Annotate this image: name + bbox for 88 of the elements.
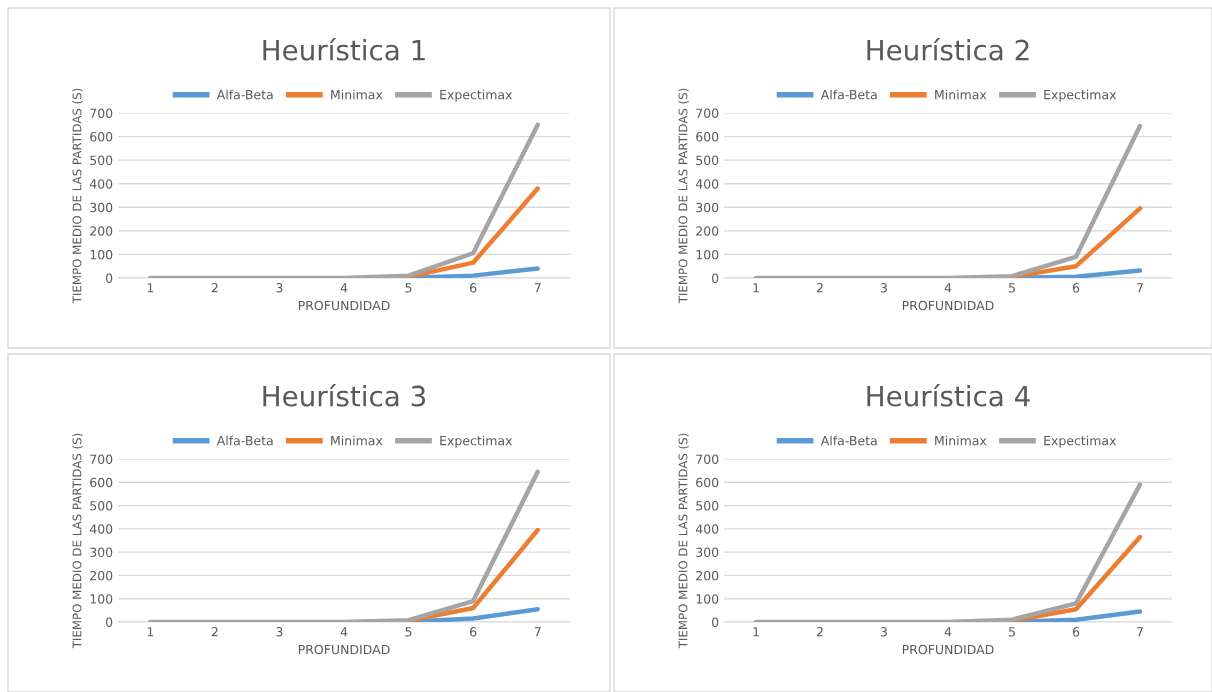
chart-title: Heurística 4: [867, 384, 1030, 407]
y-tick-label: 700: [696, 108, 719, 118]
x-axis-title: PROFUNDIDAD: [902, 300, 994, 311]
y-tick-label: 200: [696, 226, 719, 236]
x-tick-label: 5: [1008, 627, 1015, 637]
y-tick-label: 400: [89, 179, 113, 189]
y-tick-label: 400: [695, 179, 719, 189]
x-axis-title: PROFUNDIDAD: [298, 300, 390, 311]
x-tick-label: 4: [944, 283, 952, 293]
y-axis-title: TIEMPO MEDIO DE LAS PARTIDAS (S): [72, 88, 83, 304]
x-tick-label: 7: [1137, 627, 1143, 637]
legend-label: Alfa-Beta: [820, 89, 877, 100]
x-axis-title: PROFUNDIDAD: [298, 644, 390, 655]
y-tick-label: 0: [106, 273, 113, 283]
y-tick-label: 500: [90, 155, 113, 166]
x-tick-label: 3: [880, 283, 887, 293]
x-tick-label: 2: [816, 283, 823, 293]
y-tick-label: 600: [90, 132, 113, 142]
x-tick-label: 1: [147, 283, 154, 293]
x-tick-label: 2: [211, 627, 218, 637]
x-tick-label: 3: [276, 627, 283, 637]
x-tick-label: 7: [534, 627, 541, 637]
legend-label: Alfa-Beta: [820, 435, 877, 446]
y-tick-label: 100: [90, 594, 113, 604]
y-tick-label: 0: [106, 617, 113, 627]
line-series: [753, 123, 1143, 278]
x-tick-label: 2: [816, 627, 823, 637]
y-tick-label: 100: [90, 249, 113, 260]
legend-label: Alfa-Beta: [216, 435, 273, 446]
x-tick-label: 6: [1072, 627, 1080, 637]
y-tick-label: 300: [696, 202, 719, 213]
x-tick-label: 2: [211, 283, 218, 293]
x-axis-title: PROFUNDIDAD: [902, 644, 994, 655]
x-tick-label: 3: [880, 627, 887, 637]
y-tick-label: 600: [696, 477, 719, 488]
y-tick-label: 600: [696, 132, 719, 142]
x-tick-label: 5: [405, 627, 412, 637]
y-axis-title: TIEMPO MEDIO DE LAS PARTIDAS (S): [678, 433, 689, 649]
y-tick-label: 300: [90, 547, 113, 558]
x-tick-label: 1: [753, 283, 759, 293]
x-tick-label: 5: [1008, 283, 1015, 293]
x-tick-label: 6: [470, 627, 477, 637]
y-tick-label: 100: [696, 594, 719, 604]
y-axis-title: TIEMPO MEDIO DE LAS PARTIDAS (S): [72, 433, 83, 649]
y-tick-label: 500: [696, 155, 719, 166]
legend-label: Minimax: [331, 435, 383, 446]
chart-title: Heurística 3: [263, 384, 426, 407]
y-tick-label: 300: [90, 202, 113, 213]
x-tick-label: 1: [753, 627, 759, 637]
y-tick-label: 700: [90, 454, 113, 464]
legend-label: Alfa-Beta: [216, 89, 273, 100]
line-series: [148, 469, 540, 622]
y-tick-label: 600: [90, 477, 113, 488]
y-tick-label: 200: [696, 570, 719, 581]
x-tick-label: 1: [147, 627, 154, 637]
legend-label: Minimax: [935, 89, 987, 100]
line-series: [753, 482, 1143, 622]
legend-label: Expectimax: [1044, 89, 1117, 102]
y-axis-title: TIEMPO MEDIO DE LAS PARTIDAS (S): [678, 88, 689, 304]
x-tick-label: 4: [944, 627, 952, 637]
y-tick-label: 700: [696, 454, 719, 464]
x-tick-label: 3: [276, 283, 283, 293]
legend-label: Expectimax: [440, 89, 513, 102]
x-tick-label: 4: [340, 627, 348, 637]
chart-title: Heurística 1: [263, 38, 425, 61]
y-tick-label: 300: [696, 547, 719, 558]
line-series: [148, 122, 540, 278]
y-tick-label: 500: [90, 501, 113, 511]
y-tick-label: 0: [712, 617, 719, 627]
chart-title: Heurística 2: [867, 38, 1029, 61]
y-tick-label: 400: [695, 524, 719, 534]
x-tick-label: 6: [1072, 283, 1080, 293]
x-tick-label: 7: [1137, 283, 1143, 293]
y-tick-label: 500: [696, 501, 719, 511]
legend-label: Expectimax: [1044, 435, 1117, 448]
x-tick-label: 6: [470, 283, 477, 293]
y-tick-label: 200: [90, 226, 113, 236]
x-tick-label: 7: [534, 283, 541, 293]
x-tick-label: 4: [340, 283, 348, 293]
y-tick-label: 100: [696, 249, 719, 260]
legend-label: Expectimax: [440, 435, 513, 448]
y-tick-label: 700: [90, 108, 113, 118]
x-tick-label: 5: [405, 283, 412, 293]
y-tick-label: 200: [90, 570, 113, 581]
legend-label: Minimax: [331, 89, 383, 100]
legend-label: Minimax: [935, 435, 987, 446]
y-tick-label: 400: [89, 524, 113, 534]
y-tick-label: 0: [712, 273, 719, 283]
